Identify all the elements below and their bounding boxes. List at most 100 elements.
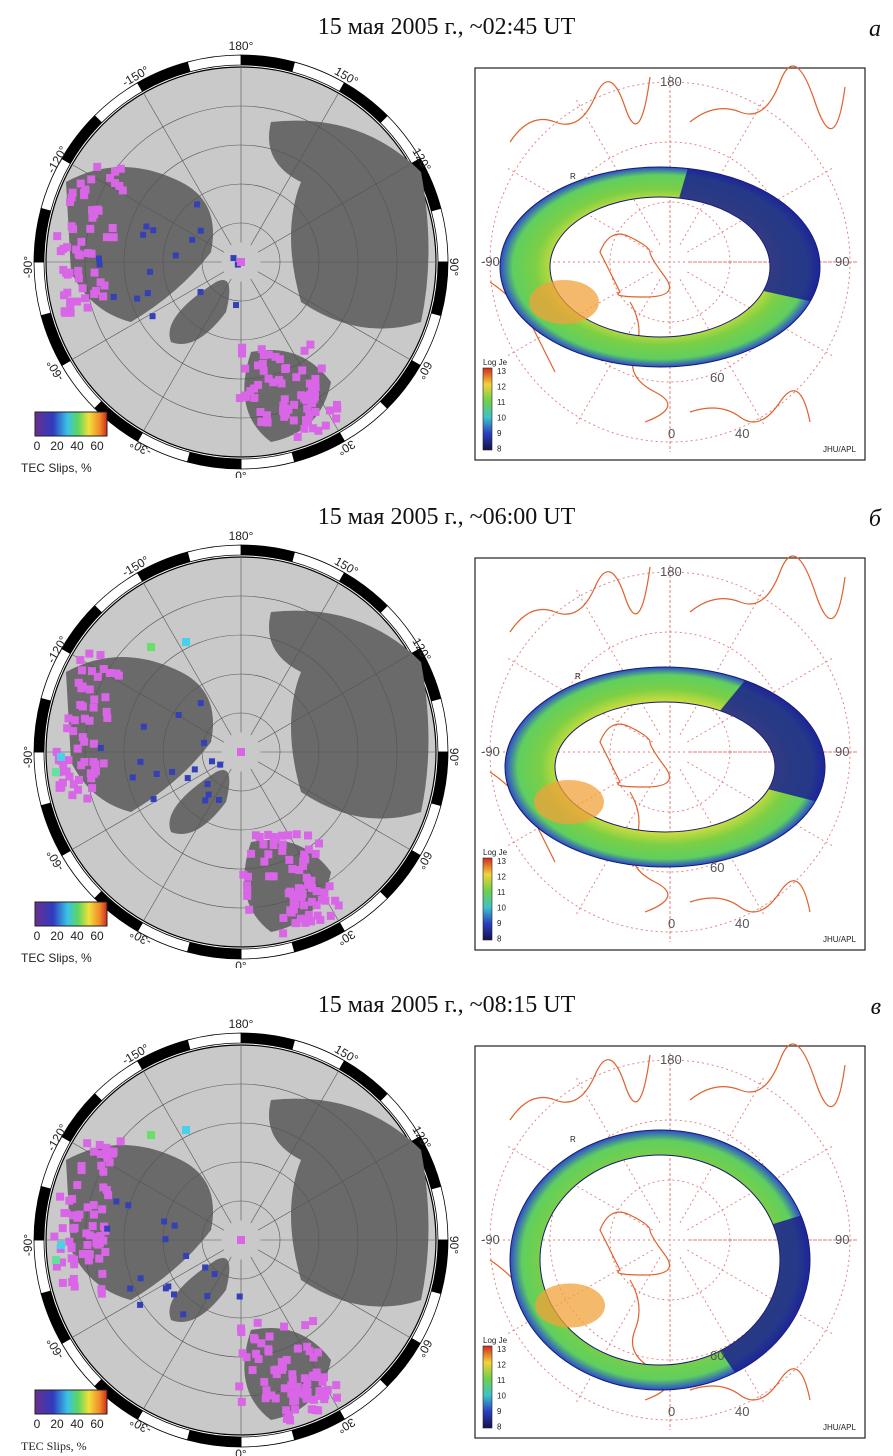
axis-label-bottom: 0 (668, 1404, 675, 1419)
axis-label-lat40: 40 (735, 1404, 749, 1419)
legend-title: Log Je (483, 848, 508, 857)
colorbar-tick: 60 (90, 439, 104, 453)
lon-tick-label: 180° (229, 529, 254, 543)
axis-label-bottom: 0 (668, 916, 675, 931)
axis-label-right: 90 (835, 744, 849, 759)
colorbar-tick: 20 (50, 1417, 64, 1431)
colorbar-label: TEC Slips, % (21, 461, 92, 475)
high-flux-patch (534, 780, 604, 824)
tec-colorbar: 0 20 40 60 TEC Slips, % (21, 411, 108, 475)
legend-tick: 9 (497, 1407, 502, 1416)
credit-label: JHU/APL (823, 445, 856, 454)
lon-tick-label: 90° (447, 1236, 461, 1254)
colorbar-tick: 0 (34, 439, 41, 453)
legend-tick: 8 (497, 935, 502, 944)
legend-title: Log Je (483, 358, 508, 367)
lon-tick-label: 0° (235, 469, 247, 478)
graticule (46, 67, 436, 457)
panel-figure: 180°150°120°90°60°30°0°-30°-60°-90°-120°… (21, 1017, 866, 1456)
panel-title: 15 мая 2005 г., ~06:00 UT (317, 504, 576, 530)
panel-figure: 180°150°120°90°60°30°0°-30°-60°-90°-120°… (21, 529, 866, 968)
tec-colorbar: 0 20 40 60 TEC Slips, % (21, 901, 108, 965)
axis-label-lat60: 60 (710, 1348, 724, 1363)
lon-tick-label: 180° (229, 39, 254, 53)
lon-tick-label: -90° (21, 746, 35, 768)
degree-ring (33, 544, 449, 960)
colorbar-label: TEC Slips, % (21, 951, 92, 965)
land-masses (66, 610, 429, 932)
axis-label-bottom: 0 (668, 426, 675, 441)
r-marker: R (570, 1135, 576, 1144)
legend-tick: 13 (497, 367, 506, 376)
axis-label-top: 180 (660, 564, 682, 579)
colorbar-tick: 20 (50, 929, 64, 943)
colorbar-tick: 40 (70, 929, 84, 943)
axis-label-lat40: 40 (735, 916, 749, 931)
panel-letter: в (870, 994, 881, 1020)
axis-label-left: -90 (481, 254, 500, 269)
legend-tick: 11 (497, 398, 506, 407)
colorbar-label: TEC Slips, % (21, 1439, 87, 1453)
axis-label-right: 90 (835, 1232, 849, 1247)
tec-slip-markers (53, 162, 342, 441)
lon-tick-label: 180° (229, 1017, 254, 1031)
legend-tick: 12 (497, 873, 506, 882)
coastlines (489, 65, 846, 423)
legend-title: Log Je (483, 1336, 508, 1345)
lon-tick-label: 90° (447, 258, 461, 276)
tec-map: 180°150°120°90°60°30°0°-30°-60°-90°-120°… (21, 1017, 461, 1456)
legend-tick: 8 (497, 1423, 502, 1432)
colorbar-tick: 20 (50, 439, 64, 453)
colorbar-tick: 0 (34, 1417, 41, 1431)
legend-tick: 10 (497, 904, 506, 913)
axis-label-lat40: 40 (735, 426, 749, 441)
r-marker: R (570, 172, 576, 181)
colorbar-tick: 40 (70, 439, 84, 453)
legend-tick: 13 (497, 1345, 506, 1354)
panel-letter: а (869, 16, 881, 42)
panel-figure: 180°150°120°90°60°30°0°-30°-60°-90°-120°… (21, 39, 866, 478)
legend-tick: 9 (497, 429, 502, 438)
credit-label: JHU/APL (823, 935, 856, 944)
axis-label-lat60: 60 (710, 860, 724, 875)
panel-letter: б (868, 506, 881, 532)
colorbar-tick: 0 (34, 929, 41, 943)
lon-tick-label: 0° (235, 1447, 247, 1456)
low-flux-sector (720, 680, 826, 802)
panel-title: 15 мая 2005 г., ~02:45 UT (317, 14, 576, 40)
legend-tick: 10 (497, 1392, 506, 1401)
high-flux-patch (535, 1283, 605, 1328)
credit-label: JHU/APL (823, 1423, 856, 1432)
axis-label-left: -90 (481, 1232, 500, 1247)
legend-tick: 9 (497, 919, 502, 928)
axis-label-top: 180 (660, 74, 682, 89)
lon-tick-label: -90° (21, 256, 35, 278)
axis-label-lat60: 60 (710, 370, 724, 385)
axis-label-top: 180 (660, 1052, 682, 1067)
colorbar-tick: 60 (90, 1417, 104, 1431)
degree-ring (33, 1032, 449, 1448)
high-flux-patch (529, 280, 599, 324)
r-marker: R (575, 672, 581, 681)
lon-tick-label: 0° (235, 959, 247, 968)
tec-slip-markers (52, 638, 343, 938)
axis-label-left: -90 (481, 744, 500, 759)
tec-slip-markers (50, 1126, 341, 1425)
lon-tick-label: 90° (447, 748, 461, 766)
legend-tick: 12 (497, 383, 506, 392)
lon-tick-label: -90° (21, 1234, 35, 1256)
legend-tick: 11 (497, 888, 506, 897)
axis-label-right: 90 (835, 254, 849, 269)
colorbar-tick: 60 (90, 929, 104, 943)
legend-tick: 10 (497, 414, 506, 423)
panel-title: 15 мая 2005 г., ~08:15 UT (317, 992, 576, 1018)
legend-tick: 11 (497, 1376, 506, 1385)
low-flux-sector (720, 1215, 810, 1373)
colorbar-tick: 40 (70, 1417, 84, 1431)
tec-map: 180°150°120°90°60°30°0°-30°-60°-90°-120°… (21, 529, 461, 968)
